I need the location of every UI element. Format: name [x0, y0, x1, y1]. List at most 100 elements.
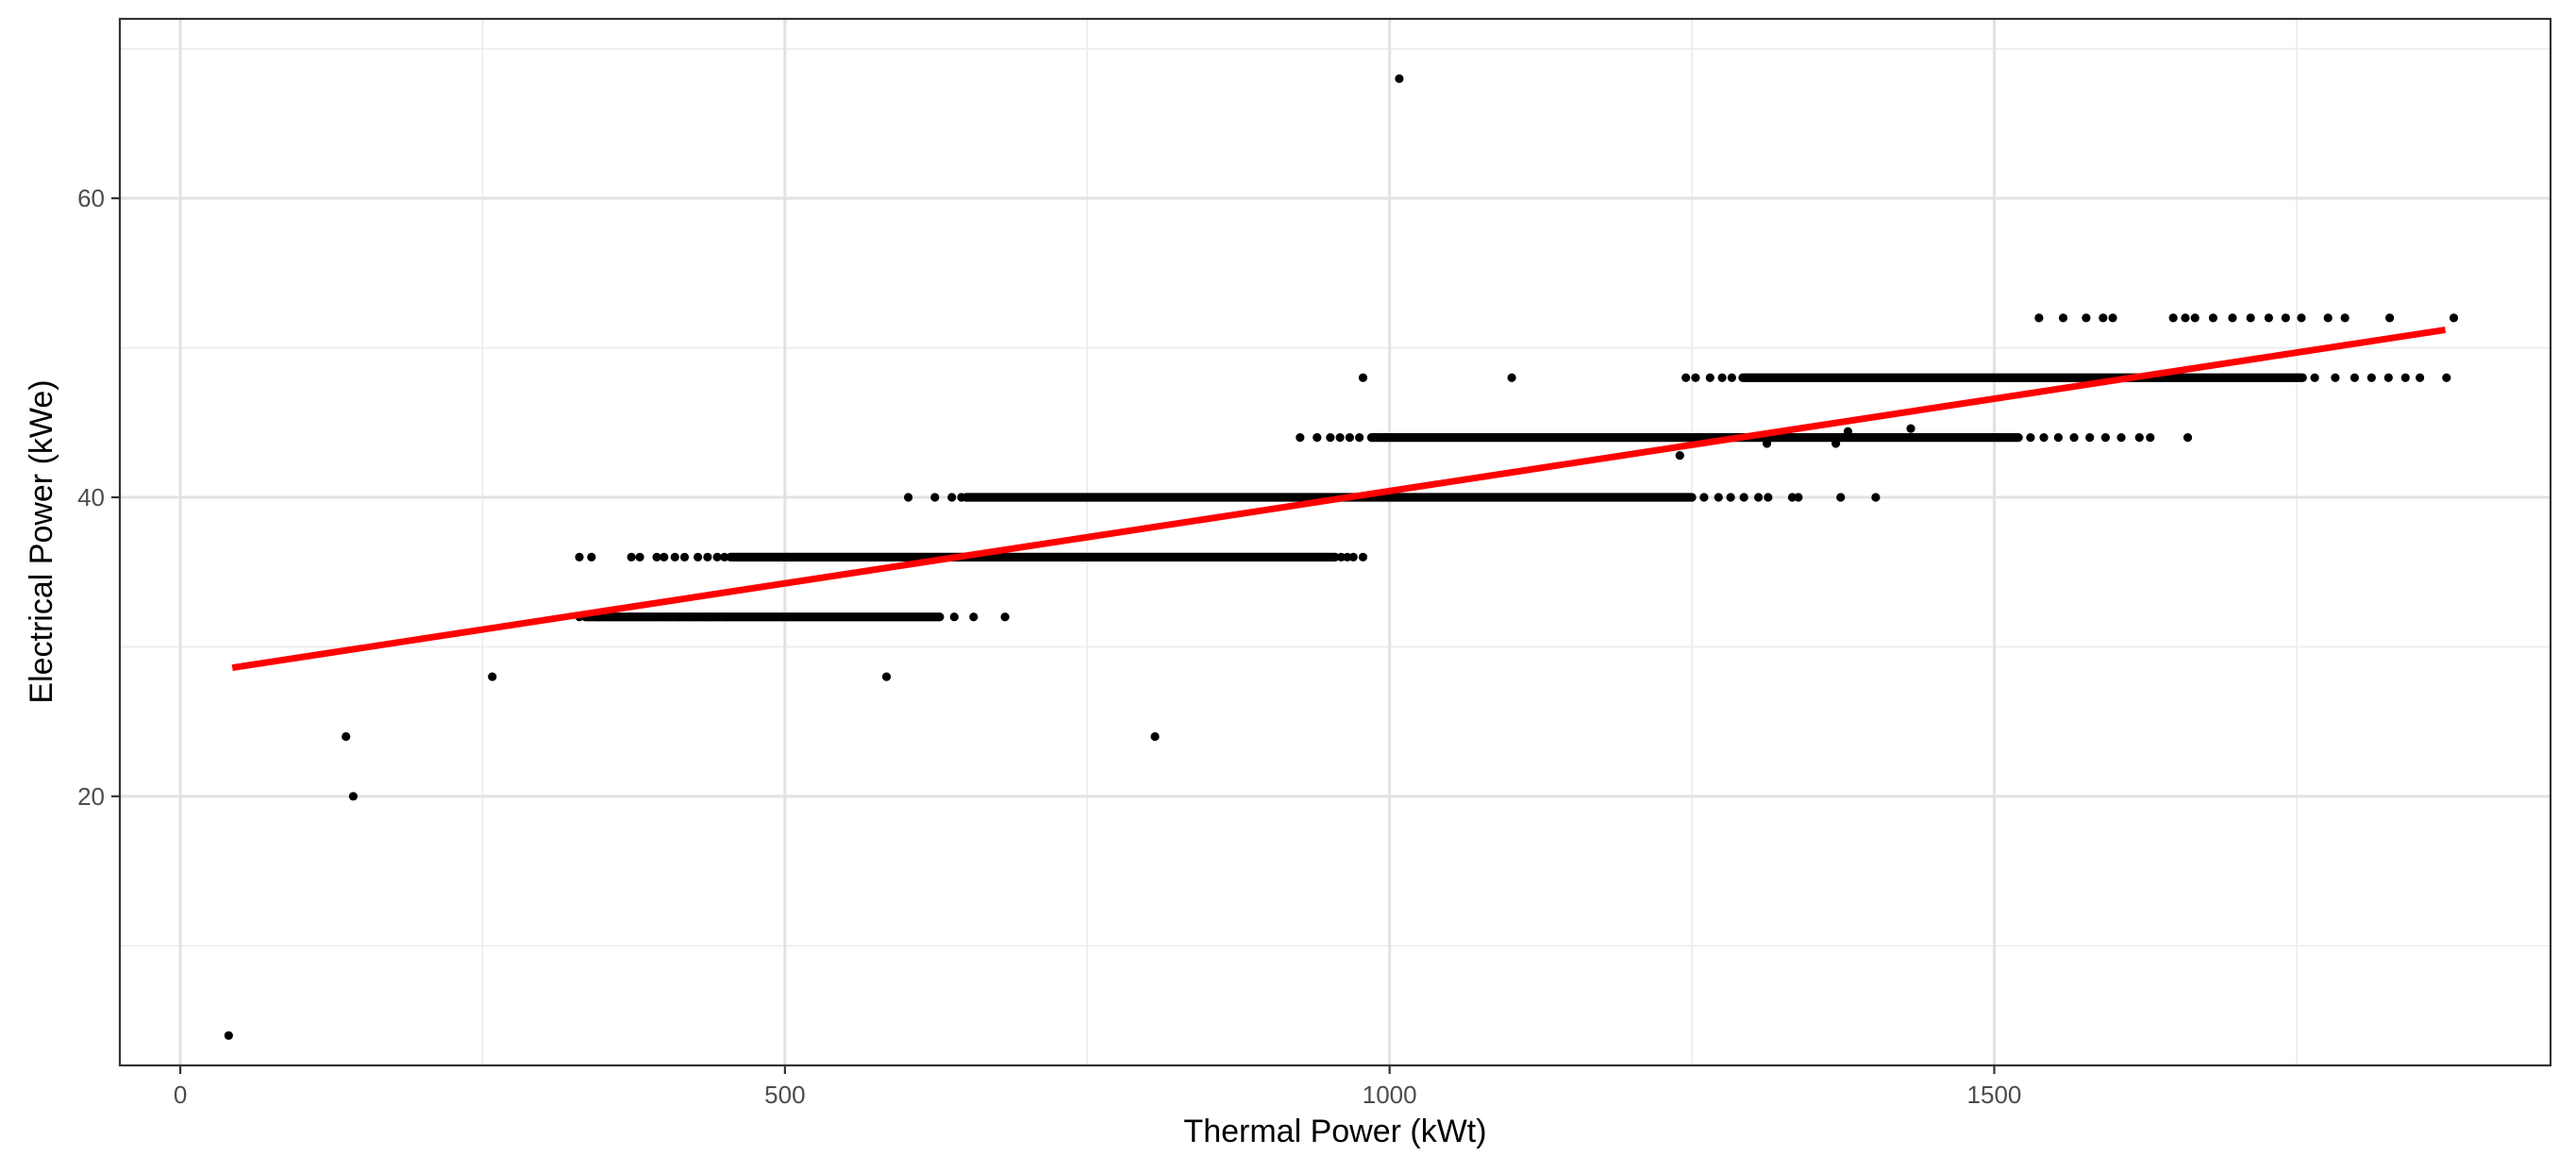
data-point [1727, 373, 1736, 382]
data-point [1705, 373, 1715, 382]
data-point [2384, 373, 2393, 382]
x-axis-title: Thermal Power (kWt) [1183, 1114, 1486, 1149]
data-point [2415, 373, 2425, 382]
data-point [930, 493, 940, 502]
data-point [2168, 313, 2178, 323]
data-point [1358, 552, 1368, 561]
data-point [1681, 373, 1691, 382]
data-point [1764, 493, 1773, 502]
y-tick-label: 40 [77, 483, 105, 511]
data-point [1343, 552, 1352, 561]
points-layer [224, 74, 2459, 1040]
data-point [627, 552, 636, 561]
data-point [2026, 433, 2035, 443]
ticks-layer: 0 500 1000 1500 20 40 60 [77, 184, 2021, 1109]
data-point [224, 1031, 233, 1040]
data-point [1313, 433, 1322, 443]
data-point [1836, 493, 1846, 502]
data-point [881, 672, 892, 681]
data-point [1787, 493, 1798, 502]
plot-panel-background [120, 19, 2551, 1065]
data-point [2039, 433, 2049, 443]
y-axis-title: Electrical Power (kWe) [24, 379, 59, 703]
data-point [2281, 313, 2290, 323]
data-point [703, 552, 712, 561]
data-point [2116, 433, 2126, 443]
data-point [2367, 373, 2376, 382]
data-point [348, 792, 358, 801]
data-point [2082, 313, 2091, 323]
data-point [720, 552, 729, 561]
data-point [342, 731, 351, 742]
data-point [2340, 313, 2350, 323]
data-point [947, 493, 957, 502]
data-point [949, 612, 959, 622]
regression-line [231, 327, 2447, 672]
data-point [488, 672, 497, 681]
data-point [2183, 433, 2193, 443]
x-tick-label: 0 [174, 1081, 187, 1109]
data-point [626, 612, 635, 622]
data-point [2069, 433, 2079, 443]
x-tick-label: 500 [764, 1081, 805, 1109]
x-tick-label: 1000 [1363, 1081, 1417, 1109]
data-point [2350, 373, 2359, 382]
data-point [1335, 433, 1345, 443]
data-point [1691, 373, 1700, 382]
data-point [2400, 373, 2410, 382]
data-point [1906, 424, 1915, 433]
data-point [2228, 313, 2237, 323]
data-point [2053, 433, 2063, 443]
data-point [903, 493, 913, 502]
data-point [660, 552, 669, 561]
data-point [1675, 451, 1684, 461]
data-point [587, 552, 596, 561]
data-point [1326, 433, 1335, 443]
data-point [2108, 313, 2117, 323]
data-point [2384, 313, 2395, 323]
data-point [2181, 313, 2190, 323]
data-point [2264, 313, 2273, 323]
data-point [2085, 433, 2095, 443]
data-point [2208, 313, 2218, 323]
y-tick-label: 60 [77, 184, 105, 212]
data-point [652, 552, 661, 561]
data-point [651, 612, 661, 622]
data-point [1726, 493, 1735, 502]
data-point [2146, 433, 2155, 443]
plot-panel-border [118, 17, 2552, 1067]
data-point [2331, 373, 2340, 382]
data-point [722, 612, 731, 622]
data-point [632, 612, 643, 622]
data-point [2442, 373, 2451, 382]
data-point [635, 552, 644, 561]
data-point [712, 552, 722, 561]
data-point [2058, 313, 2068, 323]
x-tick-label: 1500 [1967, 1081, 2022, 1109]
data-point [661, 612, 671, 622]
data-point [1336, 552, 1347, 561]
data-point [2099, 313, 2108, 323]
y-tick-label: 20 [77, 782, 105, 811]
data-point [1507, 373, 1516, 382]
data-point [641, 612, 651, 622]
data-point [1000, 612, 1010, 622]
data-point [2297, 313, 2306, 323]
data-point [1345, 433, 1354, 443]
data-point [670, 552, 679, 561]
data-point [2449, 313, 2459, 323]
data-point [2246, 313, 2255, 323]
data-point [1717, 373, 1727, 382]
data-point [2323, 313, 2333, 323]
data-point [617, 612, 627, 622]
data-point [575, 552, 584, 561]
data-point [705, 612, 715, 622]
data-point [694, 552, 703, 561]
data-point [1753, 493, 1764, 502]
data-point [1348, 552, 1358, 561]
data-point [1794, 493, 1803, 502]
data-point [1395, 74, 1404, 83]
data-point [1355, 433, 1364, 443]
data-point [1699, 493, 1709, 502]
